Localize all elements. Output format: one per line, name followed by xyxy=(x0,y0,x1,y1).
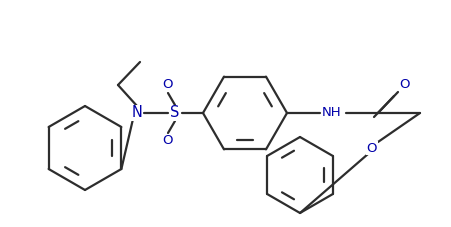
Text: NH: NH xyxy=(322,106,341,119)
Text: N: N xyxy=(131,106,142,121)
Text: S: S xyxy=(170,106,179,121)
Text: O: O xyxy=(399,79,410,91)
Text: O: O xyxy=(366,141,377,155)
Text: O: O xyxy=(162,79,173,91)
Text: O: O xyxy=(162,135,173,148)
